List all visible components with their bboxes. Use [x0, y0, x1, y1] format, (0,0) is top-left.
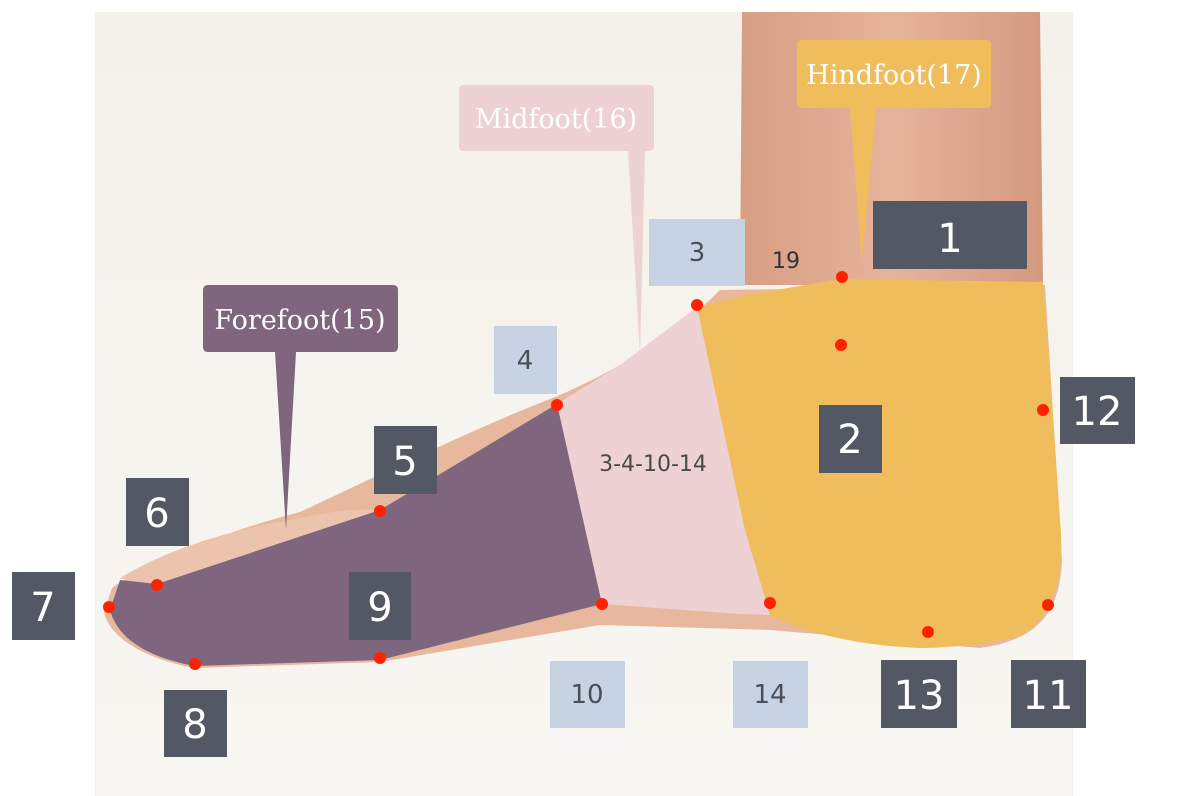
forefoot-callout: Forefoot(15) [203, 285, 398, 530]
ruler-marks: 19 [772, 249, 800, 274]
landmark-dot [691, 299, 703, 311]
marker-6-label: 6 [144, 491, 169, 537]
midfoot-callout-bubble [459, 85, 654, 355]
landmark-dot [374, 505, 386, 517]
marker-13-box [881, 660, 957, 728]
landmark-dot [922, 626, 934, 638]
landmark-dot [1042, 599, 1054, 611]
marker-7: 7 [12, 572, 75, 640]
landmark-dot [551, 399, 563, 411]
marker-14: 14 [733, 661, 808, 728]
landmark-points [103, 271, 1054, 670]
landmark-dot [151, 579, 163, 591]
marker-10: 10 [550, 661, 625, 728]
marker-11: 11 [1011, 660, 1086, 728]
midfoot-callout-label: Midfoot(16) [475, 104, 637, 135]
marker-8-label: 8 [182, 702, 207, 748]
marker-2: 2 [819, 405, 882, 473]
hindfoot-callout-bubble [797, 40, 991, 262]
hindfoot-callout-label: Hindfoot(17) [806, 60, 982, 91]
forefoot-region [110, 404, 602, 666]
landmark-dot [764, 597, 776, 609]
marker-3-label: 3 [689, 238, 706, 268]
marker-8-box [164, 690, 227, 757]
landmark-dot [836, 271, 848, 283]
marker-7-box [12, 572, 75, 640]
marker-14-label: 14 [753, 680, 786, 710]
landmark-dot [1037, 404, 1049, 416]
marker-4-box [494, 326, 557, 394]
midfoot-region [557, 307, 770, 615]
marker-3: 3 [649, 219, 745, 286]
marker-11-label: 11 [1023, 673, 1074, 719]
toe-skin [120, 509, 380, 590]
marker-10-box [550, 661, 625, 728]
marker-12-box [1060, 377, 1135, 444]
marker-1-box [873, 201, 1027, 269]
marker-3-box [649, 219, 745, 286]
ruler-mark: 19 [772, 249, 800, 274]
marker-12: 12 [1060, 377, 1135, 444]
marker-9-box [349, 572, 411, 640]
marker-12-label: 12 [1072, 389, 1123, 435]
forefoot-callout-bubble [203, 285, 398, 530]
marker-1: 1 [873, 201, 1027, 269]
marker-9: 9 [349, 572, 411, 640]
marker-1-label: 1 [937, 216, 962, 262]
marker-14-box [733, 661, 808, 728]
marker-7-label: 7 [30, 585, 55, 631]
marker-5-box [374, 426, 437, 494]
marker-6: 6 [126, 478, 189, 546]
midfoot-callout: Midfoot(16) [459, 85, 654, 355]
landmark-dot [189, 658, 201, 670]
marker-8: 8 [164, 690, 227, 757]
marker-13-label: 13 [894, 673, 945, 719]
marker-2-box [819, 405, 882, 473]
landmark-dot [835, 339, 847, 351]
marker-6-box [126, 478, 189, 546]
forefoot-callout-label: Forefoot(15) [214, 305, 385, 336]
marker-11-box [1011, 660, 1086, 728]
midfoot-inner-label: 3-4-10-14 [599, 452, 707, 477]
marker-13: 13 [881, 660, 957, 728]
landmark-dot [374, 652, 386, 664]
landmark-dot [596, 598, 608, 610]
dark-markers: 1 2 5 6 7 8 9 11 [12, 201, 1135, 757]
marker-5: 5 [374, 426, 437, 494]
marker-10-label: 10 [570, 680, 603, 710]
marker-4: 4 [494, 326, 557, 394]
hindfoot-callout: Hindfoot(17) [797, 40, 991, 262]
marker-2-label: 2 [837, 417, 862, 463]
marker-4-label: 4 [517, 346, 534, 376]
marker-5-label: 5 [392, 439, 417, 485]
landmark-dot [103, 601, 115, 613]
light-markers: 3 4 10 14 [494, 219, 808, 728]
marker-9-label: 9 [367, 585, 392, 631]
